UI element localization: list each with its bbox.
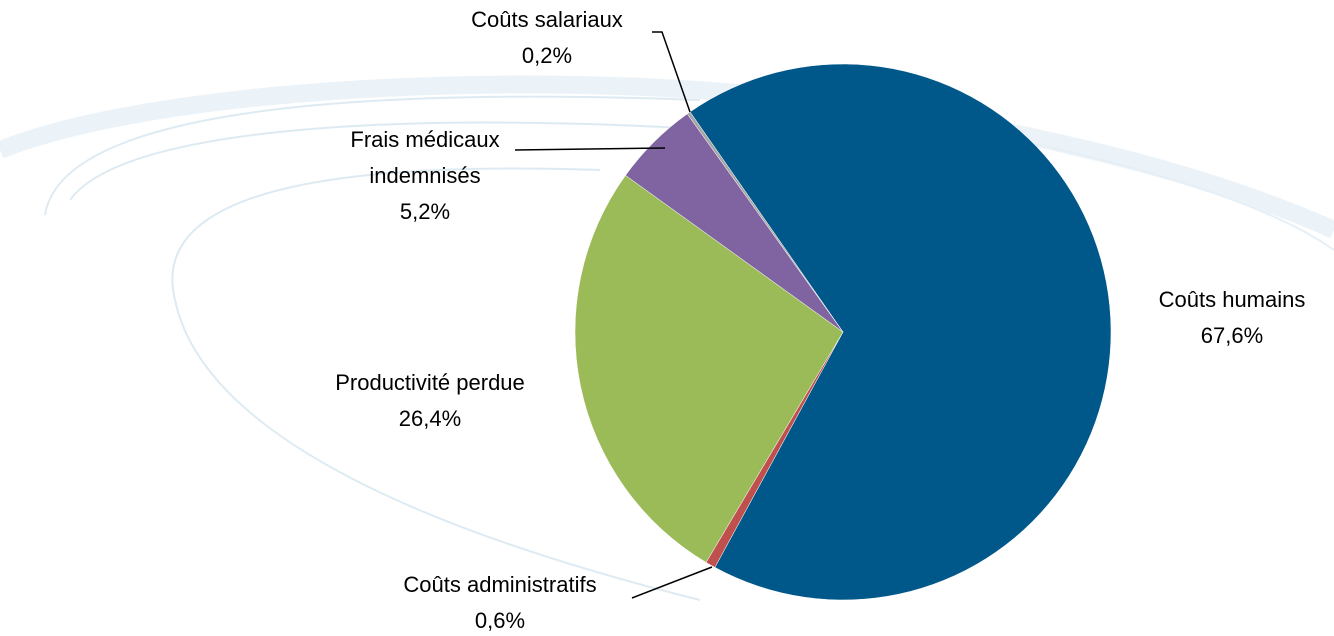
value-label: 67,6% — [1200, 323, 1264, 348]
slice-label: Frais médicaux indemnisés 5,2% — [325, 122, 525, 230]
slice-label: Coûts salariaux 0,2% — [417, 2, 677, 74]
value-label: 26,4% — [398, 406, 462, 431]
pie-slice — [689, 63, 1112, 601]
leader-line — [652, 31, 691, 113]
value-label: 0,2% — [521, 43, 573, 68]
category-label: Coûts salariaux — [471, 7, 623, 32]
value-label: 0,6% — [474, 608, 526, 633]
slice-label: Productivité perdue 26,4% — [280, 365, 580, 437]
slice-label: Coûts administratifs 0,6% — [350, 567, 650, 636]
slice-label: Coûts humains 67,6% — [1122, 282, 1334, 354]
category-label: Coûts administratifs — [403, 572, 597, 597]
pie-slice — [574, 175, 844, 563]
leader-line — [514, 147, 666, 151]
category-label: Productivité perdue — [335, 370, 525, 395]
category-label: Coûts humains — [1158, 287, 1306, 312]
value-label: 5,2% — [399, 199, 451, 224]
category-label: Frais médicaux indemnisés — [350, 127, 500, 188]
leader-line — [631, 566, 713, 599]
